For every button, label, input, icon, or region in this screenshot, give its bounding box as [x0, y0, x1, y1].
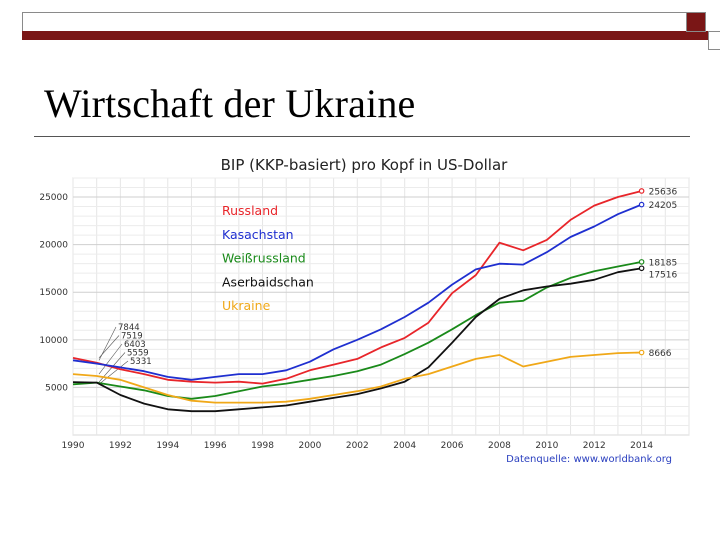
header-band — [22, 31, 708, 40]
x-tick-label: 2008 — [488, 441, 511, 451]
chart-title: BIP (KKP-basiert) pro Kopf in US-Dollar — [221, 156, 509, 174]
x-tick-label: 1994 — [156, 441, 179, 451]
header-square-outline — [708, 31, 720, 50]
series-end-marker — [638, 265, 645, 272]
y-tick-label: 25000 — [39, 193, 68, 203]
header-square-filled — [686, 12, 706, 32]
x-tick-label: 1990 — [62, 441, 85, 451]
series-end-label: 18185 — [649, 258, 678, 268]
series-end-marker — [638, 259, 645, 265]
legend-entry: Ukraine — [222, 298, 271, 313]
series-end-label: 25636 — [649, 187, 678, 197]
start-value-leader — [98, 343, 123, 375]
start-value-leader — [98, 360, 129, 385]
x-tick-label: 2012 — [583, 441, 606, 451]
series-end-label: 8666 — [649, 349, 672, 359]
start-value-label: 7519 — [121, 332, 143, 342]
series-line-russland — [72, 190, 642, 385]
legend-entry: Aserbaidschan — [222, 274, 314, 289]
series-end-marker — [638, 349, 645, 356]
start-value-leader — [98, 335, 120, 359]
slide-header-decoration — [22, 12, 720, 50]
series-end-marker — [638, 201, 645, 208]
title-divider — [34, 136, 690, 137]
slide-title: Wirtschaft der Ukraine — [44, 81, 416, 126]
series-end-marker — [638, 188, 645, 194]
x-tick-label: 2002 — [346, 441, 369, 451]
x-tick-label: 1992 — [109, 441, 132, 451]
data-source-note: Datenquelle: www.worldbank.org — [506, 454, 672, 465]
y-tick-label: 5000 — [45, 383, 68, 393]
x-tick-label: 1998 — [251, 441, 274, 451]
start-value-label: 5559 — [127, 349, 149, 359]
x-tick-label: 2004 — [393, 441, 416, 451]
legend-entry: Weißrussland — [222, 251, 306, 266]
x-tick-label: 2000 — [298, 441, 321, 451]
start-value-label: 6403 — [124, 340, 146, 350]
series-end-label: 17516 — [649, 270, 678, 280]
series-line-aserbaidschan — [72, 267, 642, 413]
x-tick-label: 2006 — [441, 441, 464, 451]
series-line-kasachstan — [72, 203, 642, 381]
x-tick-label: 1996 — [204, 441, 227, 451]
series-line-weißrussland — [72, 261, 642, 400]
legend-entry: Kasachstan — [222, 227, 294, 242]
start-value-label: 5331 — [130, 357, 152, 367]
y-tick-label: 10000 — [39, 336, 68, 346]
legend-entry: Russland — [222, 203, 278, 218]
start-value-label: 7844 — [118, 323, 140, 333]
x-tick-label: 2014 — [630, 441, 653, 451]
y-tick-label: 15000 — [39, 288, 68, 298]
x-tick-label: 2010 — [535, 441, 558, 451]
series-line-ukraine — [72, 351, 642, 404]
header-strip — [22, 12, 688, 32]
series-end-label: 24205 — [649, 201, 678, 211]
gdp-line-chart: BIP (KKP-basiert) pro Kopf in US-Dollar … — [39, 156, 690, 465]
y-tick-label: 20000 — [39, 241, 68, 251]
